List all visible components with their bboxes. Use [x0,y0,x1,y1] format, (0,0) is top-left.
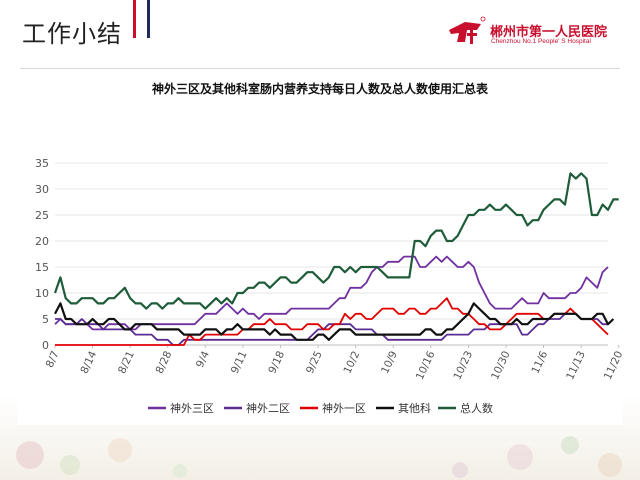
line-chart: 神外三区及其他科室肠内营养支持每日人数及总人数使用汇总表 0 5 10 15 20 25 3… [35,81,622,415]
x-tick-label: 10/16 [414,349,438,382]
chart-legend: 神外三区 神外二区 神外一区 其他科 总人数 [148,401,493,415]
legend-label-1: 神外三区 [170,401,214,415]
series-line-2 [55,312,608,346]
y-tick-label: 10 [35,287,49,300]
x-tick-label: 11/13 [564,349,588,382]
y-tick-label: 25 [35,209,49,222]
y-tick-label: 0 [42,339,49,352]
chart-gridlines [55,162,608,346]
x-tick-label: 9/11 [229,349,250,375]
legend-label-4: 其他科 [398,401,431,415]
hospital-name: 郴州市第一人民医院 [490,25,608,40]
chart-series [53,172,619,346]
hospital-logo [449,16,486,44]
title-accent-bar-navy [147,0,150,38]
page-title: 工作小结 [22,20,122,48]
legend-label-3: 神外一区 [322,401,366,415]
x-tick-label: 8/14 [78,349,99,376]
y-tick-label: 30 [35,183,49,196]
series-line-5 [53,172,619,310]
x-tick-label: 8/28 [154,349,175,375]
x-axis: 8/7 8/14 8/21 8/28 9/4 9/11 9/18 9/25 10/2 10/9 10… [44,345,622,382]
y-tick-label: 15 [35,261,49,274]
title-accent-bar-red [133,0,136,38]
x-tick-label: 11/20 [602,349,622,382]
x-tick-label: 10/23 [451,349,475,382]
x-tick-label: 8/21 [116,349,137,375]
x-tick-label: 10/9 [379,349,400,375]
x-tick-label: 8/7 [44,349,62,369]
x-tick-label: 9/18 [266,349,287,375]
chart-container: 神外三区及其他科室肠内营养支持每日人数及总人数使用汇总表 0 5 10 15 20 25 3… [18,72,622,425]
hospital-name-en: Chenzhou No.1 People' S Hospital [491,38,591,45]
x-tick-label: 11/6 [529,349,550,376]
legend-label-2: 神外二区 [246,401,290,415]
series-line-4 [54,302,615,341]
x-tick-label: 9/25 [304,349,325,375]
x-tick-label: 10/30 [489,349,513,382]
header-divider [20,68,620,69]
legend-label-5: 总人数 [460,401,493,415]
y-axis: 0 5 10 15 20 25 30 35 [35,157,49,352]
y-tick-label: 35 [35,157,49,170]
x-tick-label: 9/4 [194,349,212,370]
x-tick-label: 10/2 [342,349,363,375]
hospital-logo-icon [449,16,486,44]
series-line-3 [55,297,609,346]
y-tick-label: 5 [42,313,49,326]
chart-title: 神外三区及其他科室肠内营养支持每日人数及总人数使用汇总表 [152,81,489,96]
y-tick-label: 20 [35,235,49,248]
